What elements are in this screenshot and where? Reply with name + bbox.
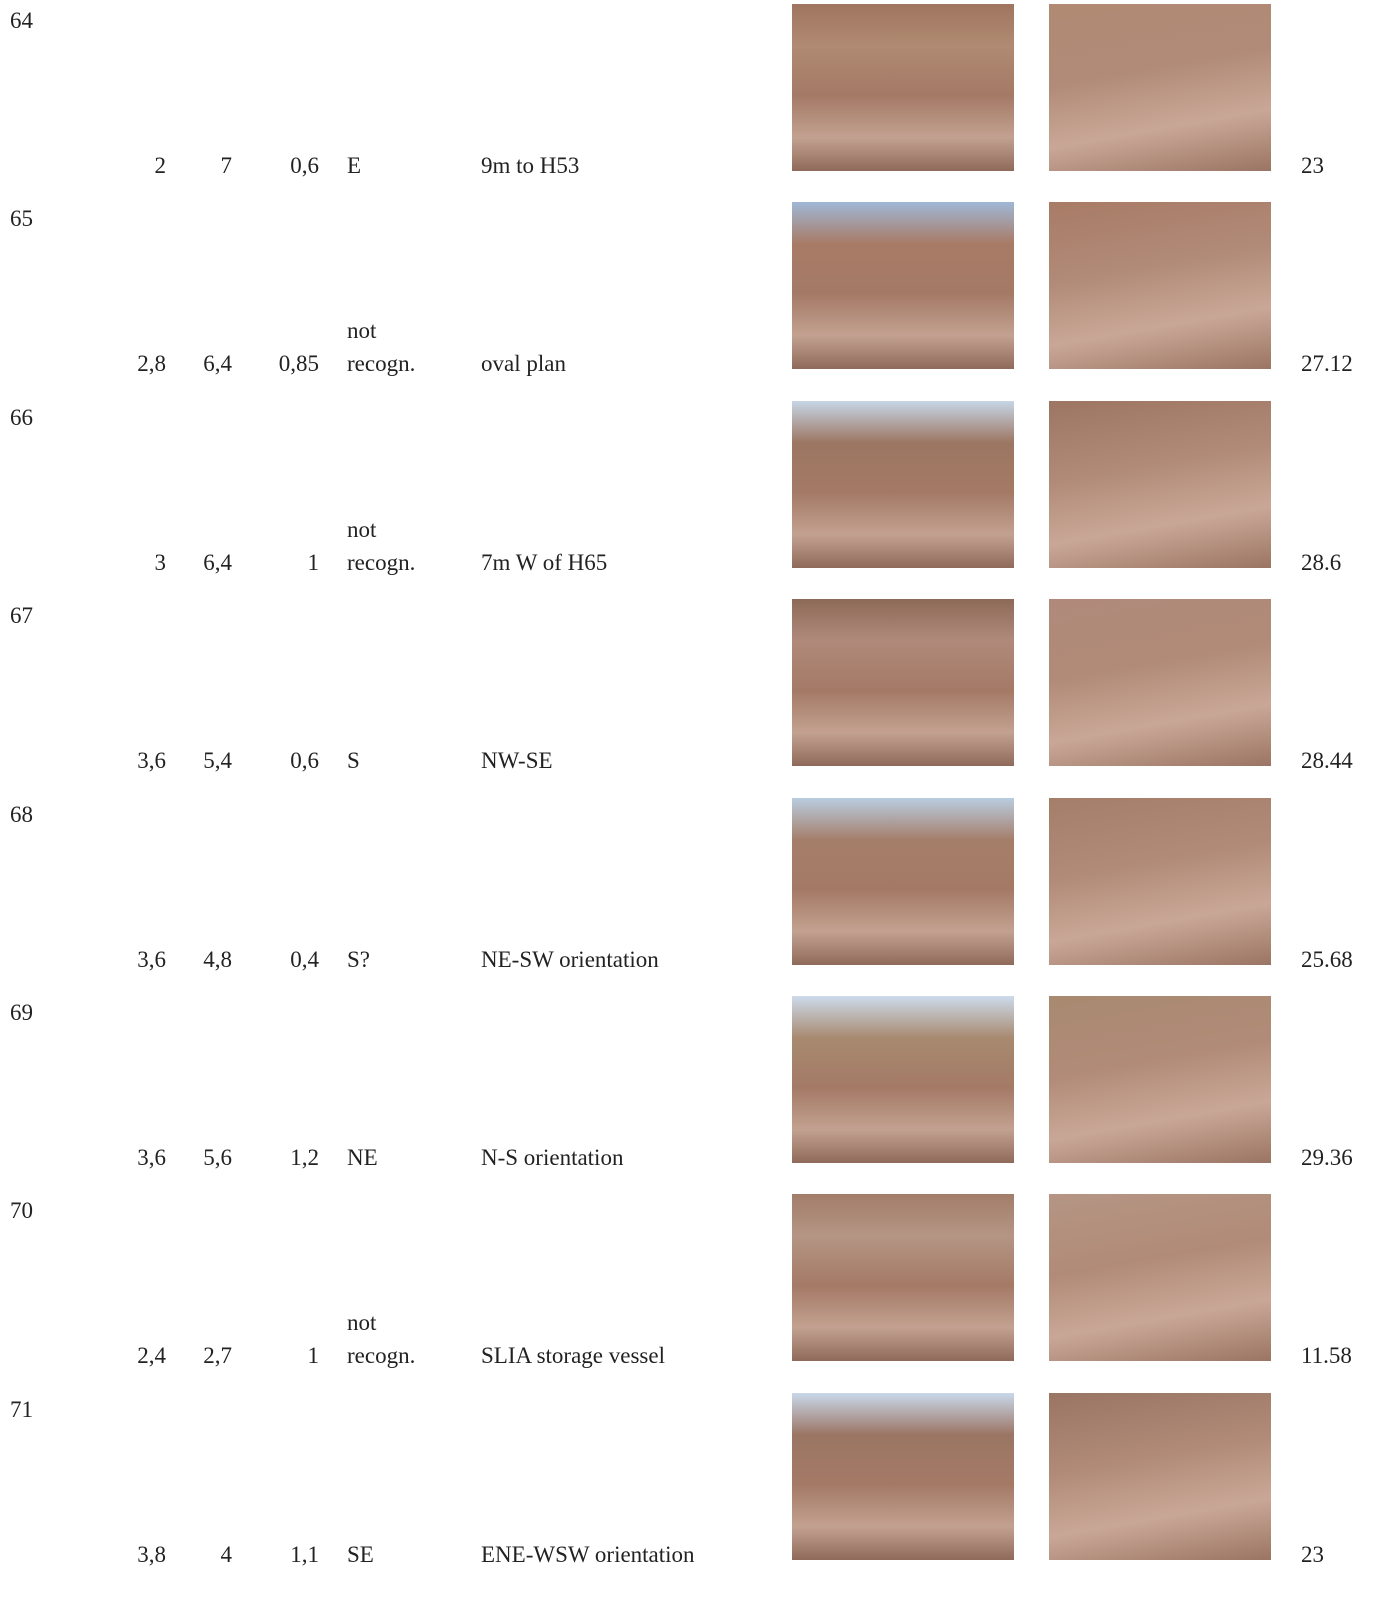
height-cell: 1,2 (290, 1145, 319, 1170)
photo (792, 599, 1014, 767)
height-cell: 0,6 (290, 153, 319, 178)
height-cell: 0,85 (278, 351, 319, 377)
row-id: 71 (10, 1396, 33, 1422)
photo (1049, 400, 1271, 568)
entrance-cell: E (347, 153, 362, 178)
height-cell: 1 (307, 1343, 320, 1369)
length-cell: 5,6 (203, 1145, 232, 1170)
notes-cell: SLIA storage vessel (481, 1343, 665, 1369)
photo (1049, 996, 1271, 1163)
row-id: 65 (10, 206, 33, 232)
width-cell: 3,8 (137, 1541, 166, 1567)
entrance-cell: not recogn. (347, 318, 416, 377)
photo (1049, 1194, 1271, 1362)
photo (1049, 202, 1271, 370)
height-cell: 0,6 (290, 748, 319, 774)
length-cell: 6,4 (203, 351, 232, 377)
height-cell: 0,4 (290, 946, 319, 972)
length-cell: 7 (220, 153, 233, 178)
entrance-cell: not recogn. (347, 516, 416, 575)
area-cell: 29.36 (1301, 1145, 1353, 1170)
entrance-cell: not recogn. (347, 1310, 416, 1369)
area-cell: 11.58 (1301, 1343, 1352, 1369)
height-cell: 1 (307, 549, 320, 575)
row-id: 67 (10, 603, 33, 629)
area-cell: 25.68 (1301, 946, 1353, 972)
entrance-cell: S? (347, 946, 370, 972)
area-cell: 23 (1301, 1541, 1324, 1567)
length-cell: 2,7 (203, 1343, 232, 1369)
length-cell: 5,4 (203, 748, 232, 774)
length-cell: 6,4 (203, 549, 232, 575)
row-id: 69 (10, 1000, 33, 1025)
photo (792, 400, 1014, 568)
length-cell: 4,8 (203, 946, 232, 972)
row-id: 64 (10, 8, 33, 33)
notes-cell: NE-SW orientation (481, 946, 659, 972)
photo (1049, 1392, 1271, 1560)
width-cell: 3,6 (137, 1145, 166, 1170)
width-cell: 3,6 (137, 946, 166, 972)
height-cell: 1,1 (290, 1541, 319, 1567)
area-cell: 23 (1301, 153, 1324, 178)
area-cell: 28.44 (1301, 748, 1353, 774)
length-cell: 4 (220, 1541, 233, 1567)
row-id: 66 (10, 404, 33, 430)
photo (1049, 4, 1271, 171)
photo (792, 797, 1014, 965)
entrance-cell: NE (347, 1145, 378, 1170)
photo (1049, 797, 1271, 965)
photo (792, 4, 1014, 171)
area-cell: 28.6 (1301, 549, 1342, 575)
row-id: 70 (10, 1198, 33, 1224)
row-id: 68 (10, 801, 33, 827)
entrance-cell: S (347, 748, 360, 774)
entrance-cell: SE (347, 1541, 374, 1567)
photo (792, 202, 1014, 370)
photo (792, 1194, 1014, 1362)
notes-cell: 9m to H53 (481, 153, 580, 178)
width-cell: 2 (154, 153, 167, 178)
width-cell: 3,6 (137, 748, 166, 774)
width-cell: 3 (154, 549, 167, 575)
notes-cell: 7m W of H65 (481, 549, 608, 575)
width-cell: 2,4 (137, 1343, 166, 1369)
photo (792, 1392, 1014, 1560)
notes-cell: N-S orientation (481, 1145, 624, 1170)
notes-cell: ENE-WSW orientation (481, 1541, 695, 1567)
notes-cell: NW-SE (481, 748, 553, 774)
notes-cell: oval plan (481, 351, 566, 377)
photo (1049, 599, 1271, 767)
area-cell: 27.12 (1301, 351, 1353, 377)
width-cell: 2,8 (137, 351, 166, 377)
photo (792, 996, 1014, 1163)
